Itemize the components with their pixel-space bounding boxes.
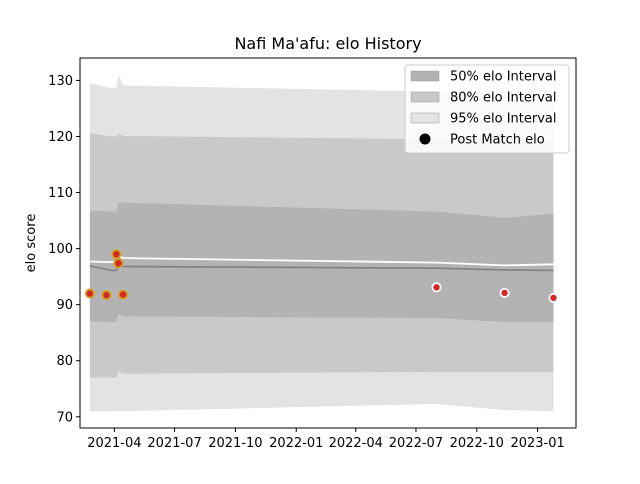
- legend-label: 95% elo Interval: [450, 112, 557, 127]
- y-tick-label: 90: [56, 298, 73, 313]
- legend-swatch: [410, 70, 440, 82]
- y-tick-label: 130: [48, 74, 73, 89]
- x-tick-label: 2021-07: [147, 436, 201, 451]
- legend-marker: [419, 133, 431, 145]
- chart-title: Nafi Ma'afu: elo History: [234, 34, 421, 53]
- y-axis-label: elo score: [24, 214, 39, 273]
- post-match-point: [86, 290, 94, 297]
- y-tick-label: 110: [48, 186, 73, 201]
- post-match-point: [103, 291, 110, 299]
- y-tick-label: 100: [48, 242, 73, 257]
- interval-bands: [89, 74, 554, 412]
- band-50: [89, 202, 554, 322]
- legend-label: 50% elo Interval: [450, 70, 557, 85]
- post-match-points: [84, 249, 559, 303]
- post-match-point: [501, 289, 508, 297]
- y-tick-label: 70: [56, 410, 73, 425]
- legend-label: Post Match elo: [450, 133, 545, 148]
- legend-swatch: [410, 91, 440, 103]
- legend-label: 80% elo Interval: [450, 91, 557, 106]
- x-tick-label: 2021-04: [87, 436, 141, 451]
- legend-box: [404, 64, 570, 154]
- plot-frame: [79, 57, 577, 429]
- x-tick-label: 2023-01: [510, 436, 564, 451]
- y-tick-label: 120: [48, 130, 73, 145]
- x-axis: 2021-04 2021-07 2021-10 2022-01 2022-04 2022-…: [87, 428, 565, 451]
- post-match-point: [433, 284, 440, 291]
- x-tick-label: 2022-07: [389, 436, 443, 451]
- post-match-point: [115, 260, 122, 267]
- post-match-point: [119, 291, 127, 298]
- x-tick-label: 2021-10: [208, 436, 262, 451]
- x-tick-label: 2022-01: [269, 436, 323, 451]
- post-match-point: [550, 294, 557, 302]
- legend: 50% elo Interval 80% elo Interval 95% elo …: [404, 64, 570, 154]
- y-axis: 70 80 90 100 110 120 130: [48, 74, 80, 425]
- x-tick-label: 2022-10: [450, 436, 504, 451]
- post-match-point: [113, 251, 120, 258]
- x-tick-label: 2022-04: [329, 436, 383, 451]
- y-tick-label: 80: [56, 354, 73, 369]
- legend-swatch: [410, 112, 440, 124]
